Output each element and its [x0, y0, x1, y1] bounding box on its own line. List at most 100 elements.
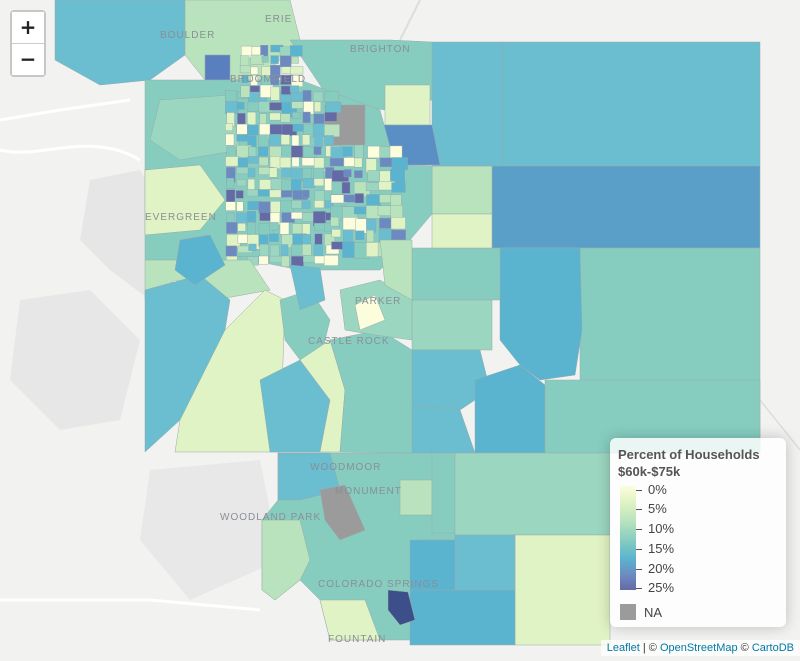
tract-region[interactable]: [399, 479, 433, 516]
census-tract[interactable]: [269, 244, 280, 258]
tract-region[interactable]: [409, 539, 456, 591]
census-tract[interactable]: [289, 85, 299, 93]
census-tract[interactable]: [236, 166, 250, 175]
census-tract[interactable]: [259, 113, 267, 126]
census-tract[interactable]: [260, 45, 269, 57]
tract-region[interactable]: [289, 264, 326, 311]
tract-region[interactable]: [174, 234, 226, 286]
census-tract[interactable]: [226, 177, 235, 189]
tract-region[interactable]: [387, 589, 416, 626]
tract-region[interactable]: [149, 94, 241, 161]
tract-region[interactable]: [491, 165, 761, 249]
census-tract[interactable]: [291, 200, 302, 209]
census-tract[interactable]: [239, 65, 251, 74]
census-tract[interactable]: [279, 156, 292, 168]
census-tract[interactable]: [280, 190, 293, 198]
census-tract[interactable]: [343, 194, 356, 203]
census-tract[interactable]: [246, 222, 256, 235]
census-tract[interactable]: [302, 200, 311, 209]
tract-region[interactable]: [384, 84, 431, 126]
census-tract[interactable]: [269, 189, 282, 198]
cartodb-link[interactable]: CartoDB: [751, 642, 794, 654]
census-tract[interactable]: [248, 243, 257, 251]
tract-na[interactable]: [319, 484, 366, 541]
census-tract[interactable]: [247, 178, 255, 191]
census-tract[interactable]: [241, 74, 249, 84]
census-tract[interactable]: [341, 181, 351, 194]
census-tract[interactable]: [280, 134, 291, 145]
census-tract[interactable]: [236, 134, 249, 142]
census-tract[interactable]: [281, 85, 291, 95]
census-tract[interactable]: [246, 189, 260, 197]
tract-region[interactable]: [431, 165, 493, 215]
census-tract[interactable]: [237, 223, 246, 232]
census-tract[interactable]: [291, 145, 303, 158]
tract-region[interactable]: [431, 213, 493, 249]
census-tract[interactable]: [270, 74, 280, 86]
census-tract[interactable]: [324, 124, 340, 138]
census-tract[interactable]: [249, 85, 260, 93]
census-tract[interactable]: [391, 182, 406, 193]
census-tract[interactable]: [250, 75, 258, 86]
census-tract[interactable]: [237, 157, 248, 168]
census-tract[interactable]: [235, 190, 244, 199]
census-tract[interactable]: [250, 66, 259, 75]
census-tract[interactable]: [355, 230, 365, 240]
census-tract[interactable]: [290, 45, 303, 57]
census-tract[interactable]: [291, 91, 304, 102]
census-tract[interactable]: [329, 157, 344, 167]
tract-region[interactable]: [501, 41, 761, 167]
census-tract[interactable]: [325, 200, 334, 209]
census-tract[interactable]: [236, 179, 247, 187]
census-tract[interactable]: [292, 223, 303, 235]
census-tract[interactable]: [342, 241, 356, 258]
census-tract[interactable]: [390, 216, 406, 230]
census-tract[interactable]: [292, 111, 301, 119]
census-tract[interactable]: [324, 90, 340, 103]
census-tract[interactable]: [302, 111, 311, 124]
census-tract[interactable]: [302, 90, 312, 102]
census-tract[interactable]: [247, 156, 260, 164]
census-tract[interactable]: [236, 102, 245, 110]
tract-region[interactable]: [514, 534, 611, 646]
census-tract[interactable]: [250, 54, 264, 65]
tract-region[interactable]: [411, 299, 493, 351]
census-tract[interactable]: [330, 216, 340, 227]
census-tract[interactable]: [302, 189, 310, 198]
census-tract[interactable]: [226, 189, 236, 204]
census-tract[interactable]: [290, 66, 304, 75]
tract-region[interactable]: [319, 599, 381, 641]
census-tract[interactable]: [366, 242, 380, 257]
census-tract[interactable]: [270, 86, 280, 101]
census-tract[interactable]: [313, 178, 325, 187]
census-tract[interactable]: [270, 55, 279, 64]
census-tract[interactable]: [302, 134, 311, 146]
census-tract[interactable]: [354, 144, 364, 160]
census-tract[interactable]: [226, 221, 238, 234]
census-tract[interactable]: [269, 233, 279, 242]
census-tract[interactable]: [240, 85, 251, 98]
census-tract[interactable]: [225, 245, 237, 257]
tract-region[interactable]: [454, 452, 611, 536]
census-tract[interactable]: [331, 229, 341, 238]
tract-region[interactable]: [144, 164, 226, 236]
census-tract[interactable]: [292, 123, 304, 132]
census-tract[interactable]: [225, 156, 241, 167]
census-tract[interactable]: [302, 243, 312, 257]
census-tract[interactable]: [391, 157, 408, 171]
tract-region[interactable]: [454, 534, 516, 591]
tract-region[interactable]: [354, 294, 386, 331]
census-tract[interactable]: [247, 167, 256, 178]
census-tract[interactable]: [258, 146, 269, 157]
census-tract[interactable]: [269, 167, 278, 178]
census-tract[interactable]: [313, 146, 322, 155]
openstreetmap-link[interactable]: OpenStreetMap: [659, 642, 738, 654]
tract-region[interactable]: [474, 364, 546, 454]
census-tract[interactable]: [314, 200, 325, 209]
census-tract[interactable]: [366, 229, 375, 243]
tract-region[interactable]: [277, 452, 341, 501]
census-tract[interactable]: [225, 201, 236, 211]
census-tract[interactable]: [224, 90, 237, 103]
census-tract[interactable]: [279, 222, 290, 235]
